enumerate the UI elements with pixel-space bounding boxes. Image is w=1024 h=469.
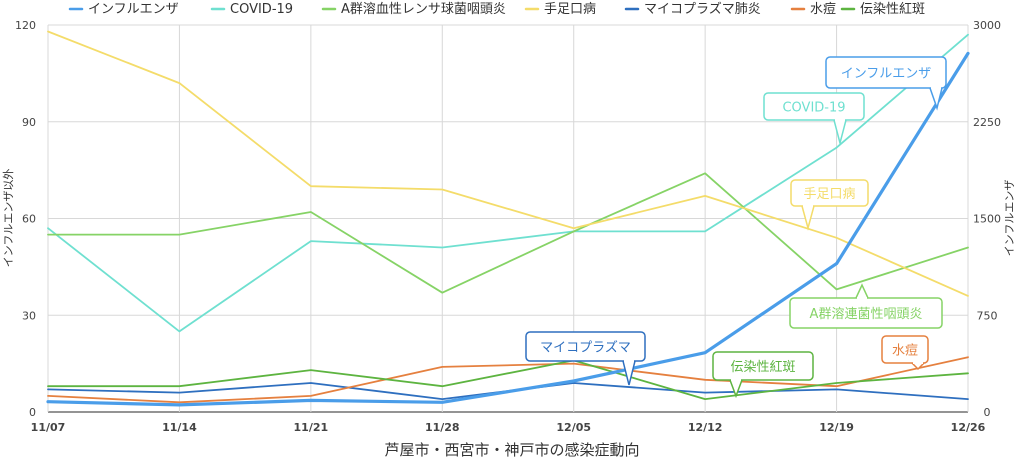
y-left-tick-label: 60 <box>22 213 36 226</box>
x-tick-label: 12/05 <box>556 421 591 434</box>
series-line-3 <box>47 172 969 294</box>
legend-label: 手足口病 <box>544 2 596 17</box>
callout-text: COVID-19 <box>782 101 845 116</box>
callout-label: 水痘 <box>881 335 929 371</box>
callout-box <box>525 331 646 362</box>
x-tick-label: 11/07 <box>31 421 66 434</box>
y-right-tick-label: 3000 <box>973 19 1001 32</box>
series-line-1 <box>46 51 970 407</box>
y-left-tick-label: 120 <box>15 19 36 32</box>
y-axis-left-title: インフルエンザ以外 <box>2 169 15 268</box>
callout-text: インフルエンザ <box>841 67 932 82</box>
callout-text: マイコプラズマ <box>540 340 631 356</box>
y-left-tick-label: 30 <box>22 309 36 322</box>
legend-label: インフルエンザ <box>88 2 179 17</box>
callout-label: インフルエンザ <box>825 56 947 111</box>
callout-label: 伝染性紅斑 <box>712 351 814 399</box>
callout-box <box>712 351 814 381</box>
y-right-tick-label: 1500 <box>973 213 1001 226</box>
legend-label: 伝染性紅斑 <box>860 2 925 17</box>
y-right-tick-label: 2250 <box>973 116 1001 129</box>
x-tick-label: 11/21 <box>294 421 329 434</box>
legend-label: COVID-19 <box>230 2 293 17</box>
callout-pointer <box>728 379 744 399</box>
series-lines <box>46 30 970 407</box>
y-right-tick-label: 0 <box>984 406 991 419</box>
chart-title: 芦屋市・西宮市・神戸市の感染症動向 <box>384 441 639 459</box>
y-left-tick-label: 0 <box>29 406 36 419</box>
series-line-2 <box>47 33 969 333</box>
x-tick-label: 12/12 <box>688 421 723 434</box>
axes: 0 30 60 90 120 0 750 1500 2250 3000 11/07 11/14 11/2… <box>15 19 1001 434</box>
callout-text: A群溶連菌性咽頭炎 <box>810 307 923 322</box>
callout-pointer <box>622 360 636 386</box>
y-right-tick-label: 750 <box>977 309 998 322</box>
series-line-4 <box>47 30 969 297</box>
y-left-tick-label: 90 <box>22 116 36 129</box>
x-tick-label: 11/28 <box>425 421 460 434</box>
callout-box <box>825 56 947 89</box>
callout-pointer <box>801 205 815 231</box>
series-line-7 <box>47 359 969 401</box>
legend-label: A群溶血性レンサ球菌咽頭炎 <box>341 2 506 17</box>
x-tick-label: 12/19 <box>819 421 854 434</box>
callout-pointer <box>833 119 847 146</box>
callout-text: 伝染性紅斑 <box>730 360 795 375</box>
legend-label: マイコプラズマ肺炎 <box>644 1 761 17</box>
callout-text: 水痘 <box>892 344 918 359</box>
callout-box <box>763 92 865 121</box>
x-tick-label: 12/26 <box>951 421 986 434</box>
callout-pointer <box>928 87 943 111</box>
callout-text: 手足口病 <box>803 187 855 202</box>
callouts: インフルエンザ COVID-19 手足口病 A群溶連菌性咽頭炎マイコプラズマ伝染性紅斑… <box>525 56 947 399</box>
callout-pointer <box>854 283 870 299</box>
callout-box <box>790 179 869 207</box>
y-axis-right-title: インフルエンザ <box>1003 180 1016 257</box>
series-line-6 <box>47 356 969 404</box>
legend: インフルエンザ COVID-19 A群溶血性レンサ球菌咽頭炎 手足口病 マイコプラズマ肺… <box>68 1 925 17</box>
callout-label: 手足口病 <box>790 179 869 231</box>
legend-label: 水痘 <box>810 2 836 17</box>
callout-box <box>881 335 929 364</box>
callout-label: COVID-19 <box>763 92 865 146</box>
x-tick-label: 11/14 <box>162 421 197 434</box>
callout-label: A群溶連菌性咽頭炎 <box>789 283 943 329</box>
callout-label: マイコプラズマ <box>525 331 646 386</box>
